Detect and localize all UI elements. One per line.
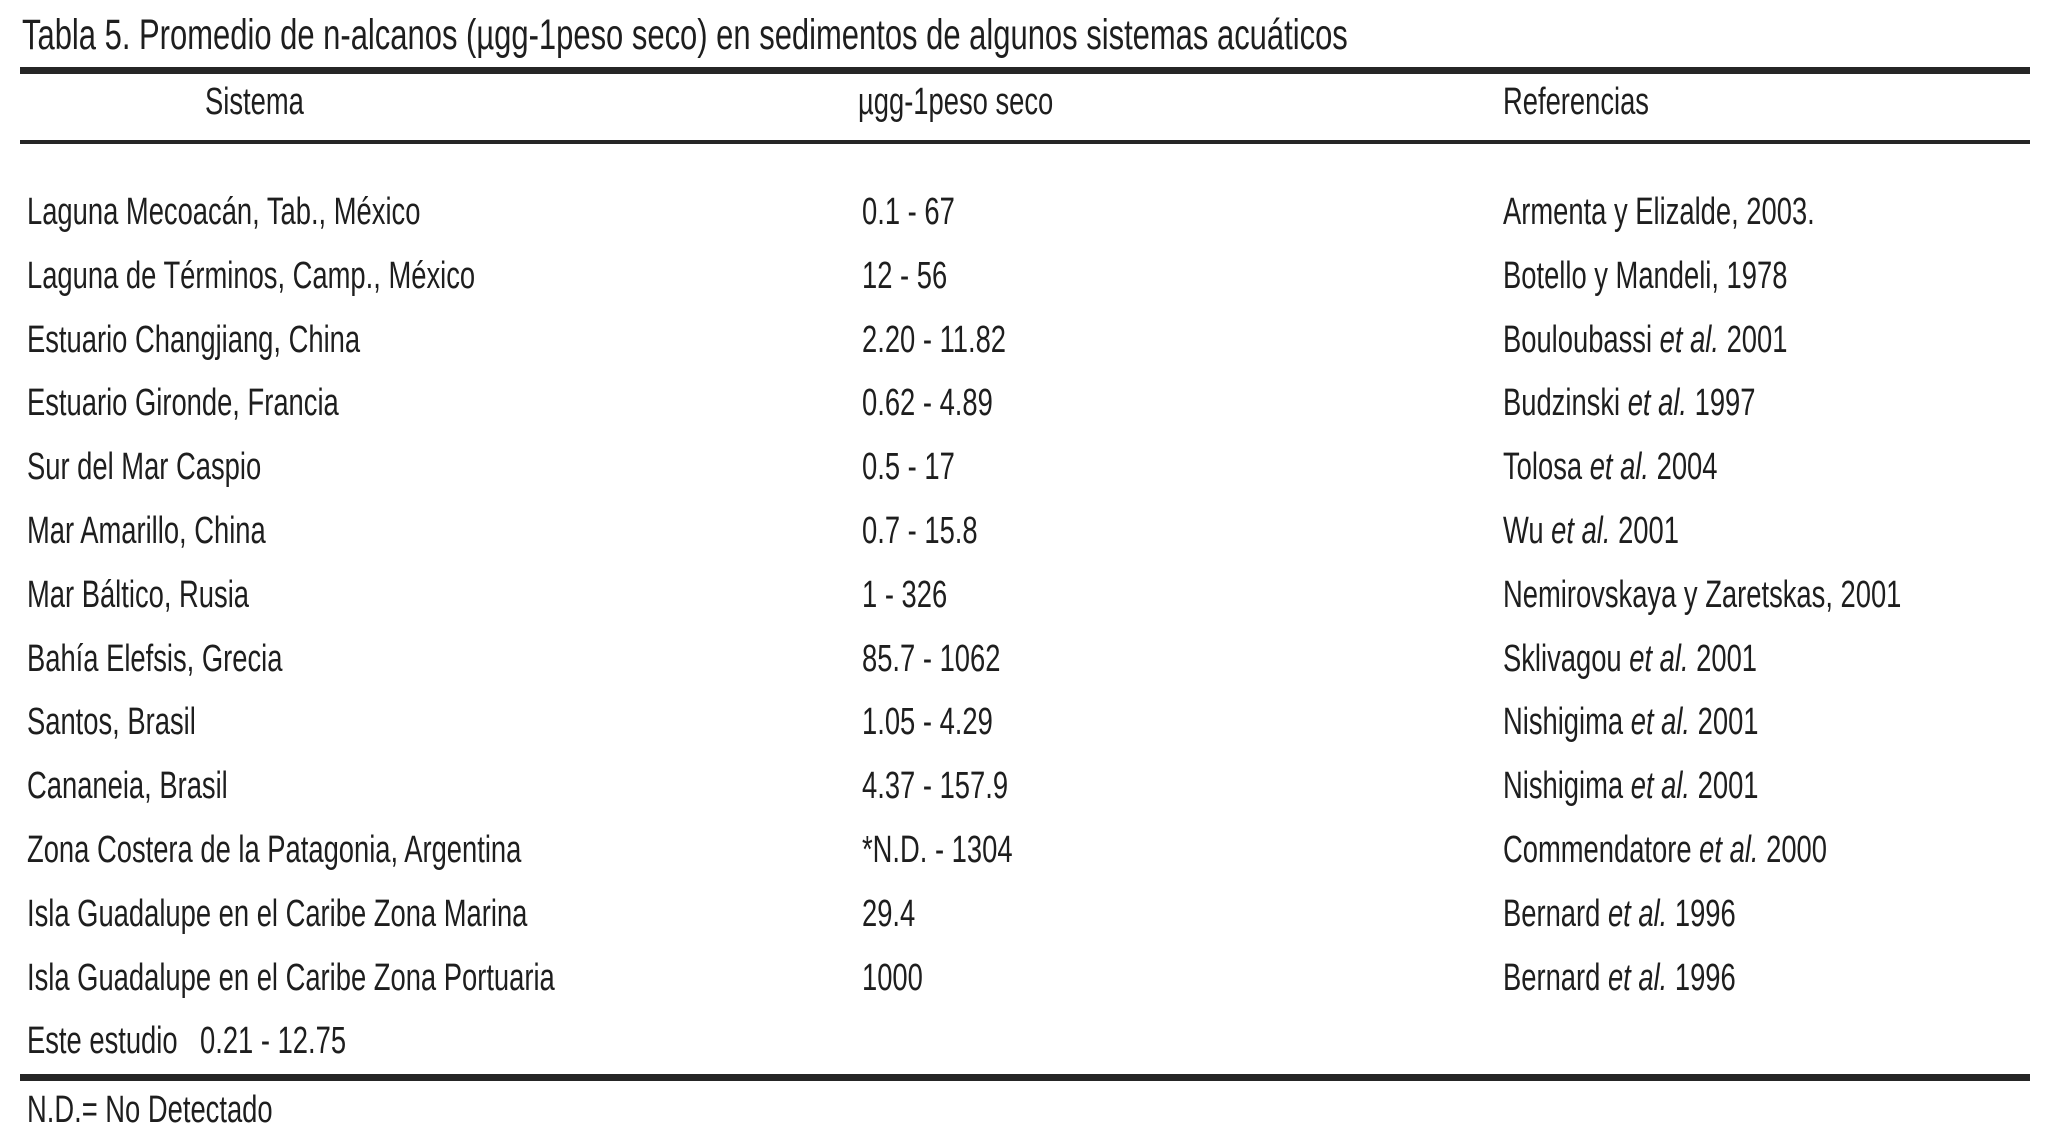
system-cell: Santos, Brasil (27, 701, 196, 744)
table-row: Laguna Mecoacán, Tab., México 0.1 - 67 A… (0, 181, 2052, 245)
column-header-referencias: Referencias (1503, 81, 1649, 123)
table-row: Zona Costera de la Patagonia, Argentina … (0, 819, 2052, 883)
reference-cell: Bernard et al. 1996 (1503, 956, 1736, 999)
footnote: N.D.= No Detectado (27, 1086, 368, 1134)
top-rule (20, 67, 2030, 74)
system-cell: Cananeia, Brasil (27, 765, 228, 808)
value-cell: 1.05 - 4.29 (862, 701, 993, 744)
table-row: Bahía Elefsis, Grecia 85.7 - 1062 Skliva… (0, 628, 2052, 692)
value-cell: 0.21 - 12.75 (200, 1020, 347, 1063)
reference-cell: Budzinski et al. 1997 (1503, 382, 1756, 425)
table-title-text: Tabla 5. Promedio de n-alcanos (µgg-1pes… (22, 11, 1348, 59)
reference-cell: Tolosa et al. 2004 (1503, 446, 1718, 489)
value-cell: 2.20 - 11.82 (862, 318, 1007, 361)
value-cell: 29.4 (862, 892, 916, 935)
value-cell: 0.5 - 17 (862, 446, 955, 489)
table-row: Santos, Brasil 1.05 - 4.29 Nishigima et … (0, 691, 2052, 755)
value-cell: 1 - 326 (862, 573, 948, 616)
reference-cell: Sklivagou et al. 2001 (1503, 637, 1758, 680)
value-cell: 0.7 - 15.8 (862, 509, 978, 552)
system-cell: Zona Costera de la Patagonia, Argentina (27, 828, 522, 871)
reference-cell: Botello y Mandeli, 1978 (1503, 254, 1788, 297)
value-cell: 12 - 56 (862, 254, 948, 297)
system-cell: Isla Guadalupe en el Caribe Zona Marina (27, 892, 528, 935)
value-cell: 4.37 - 157.9 (862, 765, 1009, 808)
reference-cell: Nemirovskaya y Zaretskas, 2001 (1503, 573, 1902, 616)
footnote-text: N.D.= No Detectado (27, 1089, 273, 1131)
reference-cell: Bernard et al. 1996 (1503, 892, 1736, 935)
table-row: Sur del Mar Caspio 0.5 - 17 Tolosa et al… (0, 436, 2052, 500)
table-row: Isla Guadalupe en el Caribe Zona Portuar… (0, 947, 2052, 1011)
reference-cell: Nishigima et al. 2001 (1503, 765, 1759, 808)
bottom-rule (20, 1074, 2030, 1081)
system-cell: Laguna Mecoacán, Tab., México (27, 191, 421, 233)
value-cell: 0.1 - 67 (862, 191, 955, 233)
table-header-row: Sistema µgg-1peso seco Referencias (0, 72, 2052, 132)
system-cell: Isla Guadalupe en el Caribe Zona Portuar… (27, 956, 555, 999)
system-cell: Sur del Mar Caspio (27, 446, 262, 489)
table-row: Estuario Gironde, Francia 0.62 - 4.89 Bu… (0, 372, 2052, 436)
reference-cell: Wu et al. 2001 (1503, 509, 1679, 552)
system-cell: Mar Amarillo, China (27, 509, 266, 552)
table-body: Laguna Mecoacán, Tab., México 0.1 - 67 A… (0, 181, 2052, 1074)
table-row: Mar Báltico, Rusia 1 - 326 Nemirovskaya … (0, 564, 2052, 628)
table-row: Mar Amarillo, China 0.7 - 15.8 Wu et al.… (0, 500, 2052, 564)
system-cell: Laguna de Términos, Camp., México (27, 254, 476, 297)
value-cell: 1000 (862, 956, 923, 999)
reference-cell: Bouloubassi et al. 2001 (1503, 318, 1788, 361)
table-row: Este estudio 0.21 - 12.75 (0, 1010, 2052, 1074)
table-title: Tabla 5. Promedio de n-alcanos (µgg-1pes… (22, 8, 1863, 62)
reference-cell: Commendatore et al. 2000 (1503, 828, 1827, 871)
table-row: Cananeia, Brasil 4.37 - 157.9 Nishigima … (0, 755, 2052, 819)
reference-cell: Nishigima et al. 2001 (1503, 701, 1759, 744)
column-header-concentration: µgg-1peso seco (858, 81, 1054, 123)
system-cell: Bahía Elefsis, Grecia (27, 637, 283, 680)
reference-cell: Armenta y Elizalde, 2003. (1503, 191, 1815, 233)
value-cell: 85.7 - 1062 (862, 637, 1001, 680)
table-row: Isla Guadalupe en el Caribe Zona Marina … (0, 883, 2052, 947)
column-header-sistema: Sistema (205, 81, 304, 123)
table-row: Laguna de Términos, Camp., México 12 - 5… (0, 245, 2052, 309)
value-cell: 0.62 - 4.89 (862, 382, 993, 425)
system-cell: Estuario Changjiang, China (27, 318, 361, 361)
header-rule (20, 140, 2030, 144)
system-cell: Este estudio (27, 1020, 178, 1063)
value-cell: *N.D. - 1304 (862, 828, 1013, 871)
system-cell: Estuario Gironde, Francia (27, 382, 339, 425)
system-cell: Mar Báltico, Rusia (27, 573, 249, 616)
table-row: Estuario Changjiang, China 2.20 - 11.82 … (0, 309, 2052, 373)
